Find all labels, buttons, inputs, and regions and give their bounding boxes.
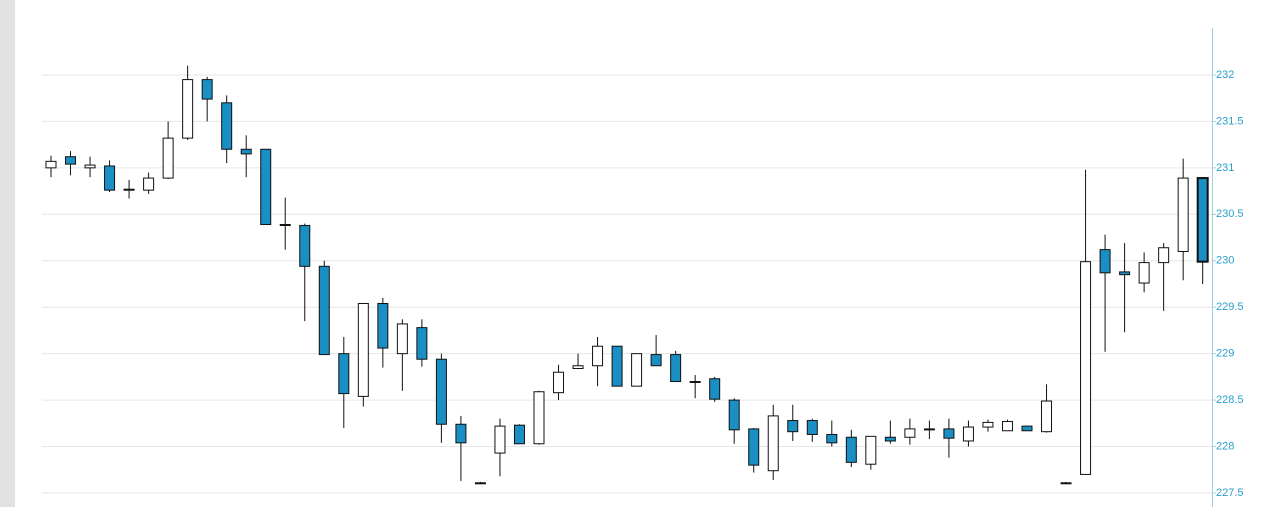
y-tick-label: 229.5	[1216, 301, 1244, 313]
y-tick-label: 230.5	[1216, 208, 1244, 220]
candle-body	[1060, 482, 1072, 485]
candle-body	[1080, 261, 1092, 475]
candle-body	[1158, 247, 1170, 264]
candle-body	[260, 148, 272, 226]
candle-body	[240, 148, 252, 155]
candle-body	[416, 327, 428, 360]
candle-body	[162, 137, 174, 179]
candle-body	[1099, 249, 1111, 274]
candle-body	[572, 365, 584, 370]
candle-body	[748, 428, 760, 466]
candle-body	[455, 423, 467, 444]
candle-body	[728, 399, 740, 431]
candle-body	[513, 424, 525, 445]
candle-body	[45, 160, 57, 169]
candle-body	[494, 425, 506, 454]
candle-body	[611, 345, 623, 387]
candle-body	[845, 436, 857, 463]
candle-body	[1177, 177, 1189, 252]
candle-body	[709, 378, 721, 400]
candle-body	[299, 224, 311, 267]
candle-body	[982, 421, 994, 428]
candle-body	[123, 188, 135, 191]
candle-body	[533, 391, 545, 445]
candle-body	[435, 358, 447, 425]
candle-body	[396, 323, 408, 355]
y-tick-label: 231	[1216, 162, 1234, 174]
candle-body	[1021, 425, 1033, 432]
candle-body	[689, 381, 701, 384]
candle-body	[865, 435, 877, 465]
candle-body	[806, 420, 818, 435]
candle-body	[84, 164, 96, 169]
candle-body	[474, 482, 486, 485]
candle-body	[221, 102, 233, 150]
y-tick-label: 232	[1216, 69, 1234, 81]
candle-body	[182, 79, 194, 139]
candle-body	[338, 353, 350, 395]
candle-body	[884, 436, 896, 442]
y-tick-label: 230	[1216, 255, 1234, 267]
y-tick-label: 228.5	[1216, 394, 1244, 406]
y-tick-label: 228	[1216, 440, 1234, 452]
candle-body	[1119, 271, 1131, 276]
side-strip	[0, 0, 15, 507]
candle-body	[592, 345, 604, 367]
candle-body	[923, 428, 935, 431]
candle-body	[1196, 177, 1209, 263]
candle-body	[143, 177, 155, 191]
candle-body	[65, 156, 77, 165]
candle-body	[767, 415, 779, 472]
candle-body	[826, 433, 838, 444]
candle-body	[201, 79, 213, 100]
candle-body	[787, 420, 799, 433]
candle-body	[631, 353, 643, 387]
candle-body	[1138, 262, 1150, 284]
y-tick-label: 229	[1216, 348, 1234, 360]
y-tick-label: 227.5	[1216, 487, 1244, 499]
candle-body	[1001, 420, 1013, 432]
candle-body	[1041, 400, 1053, 433]
candle-body	[904, 428, 916, 438]
candle-body	[650, 354, 662, 367]
candle-body	[377, 302, 389, 349]
candle-body	[279, 224, 291, 227]
candle-body	[553, 371, 565, 394]
y-tick-label: 231.5	[1216, 115, 1244, 127]
candle-body	[962, 426, 974, 442]
candle-body	[357, 302, 369, 397]
candle-body	[104, 165, 116, 191]
candle-body	[670, 354, 682, 383]
candle-body	[943, 428, 955, 439]
candle-body	[318, 265, 330, 356]
